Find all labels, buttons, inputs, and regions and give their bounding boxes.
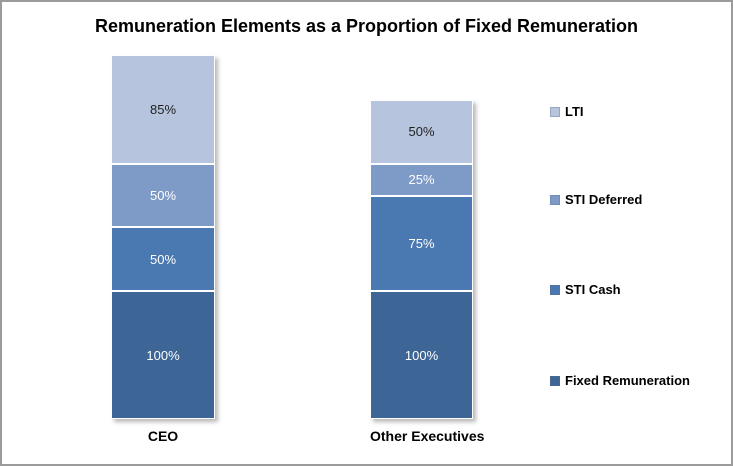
segment-sti-cash-ceo[interactable]: 50%	[111, 227, 215, 292]
stacked-bar-other-executives: 50% 25% 75% 100%	[370, 99, 473, 419]
segment-fixed-remuneration-other-executives[interactable]: 100%	[370, 291, 473, 419]
legend-label-fixed-remuneration: Fixed Remuneration	[565, 373, 690, 388]
legend-item-lti[interactable]: LTI	[550, 104, 584, 119]
segment-lti-ceo[interactable]: 85%	[111, 55, 215, 164]
legend-swatch-sti-cash-icon	[550, 284, 560, 295]
category-label-other-executives: Other Executives	[370, 428, 485, 444]
data-label: 100%	[404, 347, 439, 363]
segment-sti-deferred-other-executives[interactable]: 25%	[370, 163, 473, 196]
legend-swatch-sti-deferred-icon	[550, 194, 560, 205]
data-label: 25%	[408, 172, 435, 188]
legend-label-lti: LTI	[565, 104, 584, 119]
chart-title: Remuneration Elements as a Proportion of…	[94, 16, 639, 36]
legend-item-sti-deferred[interactable]: STI Deferred	[550, 192, 642, 207]
legend-label-sti-deferred: STI Deferred	[565, 192, 643, 207]
legend-item-fixed-remuneration[interactable]: Fixed Remuneration	[550, 373, 690, 388]
category-label-ceo: CEO	[147, 428, 179, 444]
legend-item-sti-cash[interactable]: STI Cash	[550, 282, 621, 297]
segment-sti-deferred-ceo[interactable]: 50%	[111, 163, 215, 228]
data-label: 50%	[149, 251, 177, 267]
data-label: 50%	[149, 188, 177, 204]
data-label: 50%	[408, 124, 435, 140]
stacked-bar-ceo: 85% 50% 50% 100%	[111, 55, 215, 419]
segment-sti-cash-other-executives[interactable]: 75%	[370, 195, 473, 292]
data-label: 75%	[408, 235, 435, 251]
data-label: 100%	[146, 347, 180, 363]
segment-fixed-remuneration-ceo[interactable]: 100%	[111, 291, 215, 419]
legend-swatch-fixed-remuneration-icon	[550, 375, 560, 386]
legend-swatch-lti-icon	[550, 106, 560, 117]
segment-lti-other-executives[interactable]: 50%	[370, 99, 473, 164]
legend-label-sti-cash: STI Cash	[565, 282, 621, 297]
data-label: 85%	[149, 101, 177, 117]
